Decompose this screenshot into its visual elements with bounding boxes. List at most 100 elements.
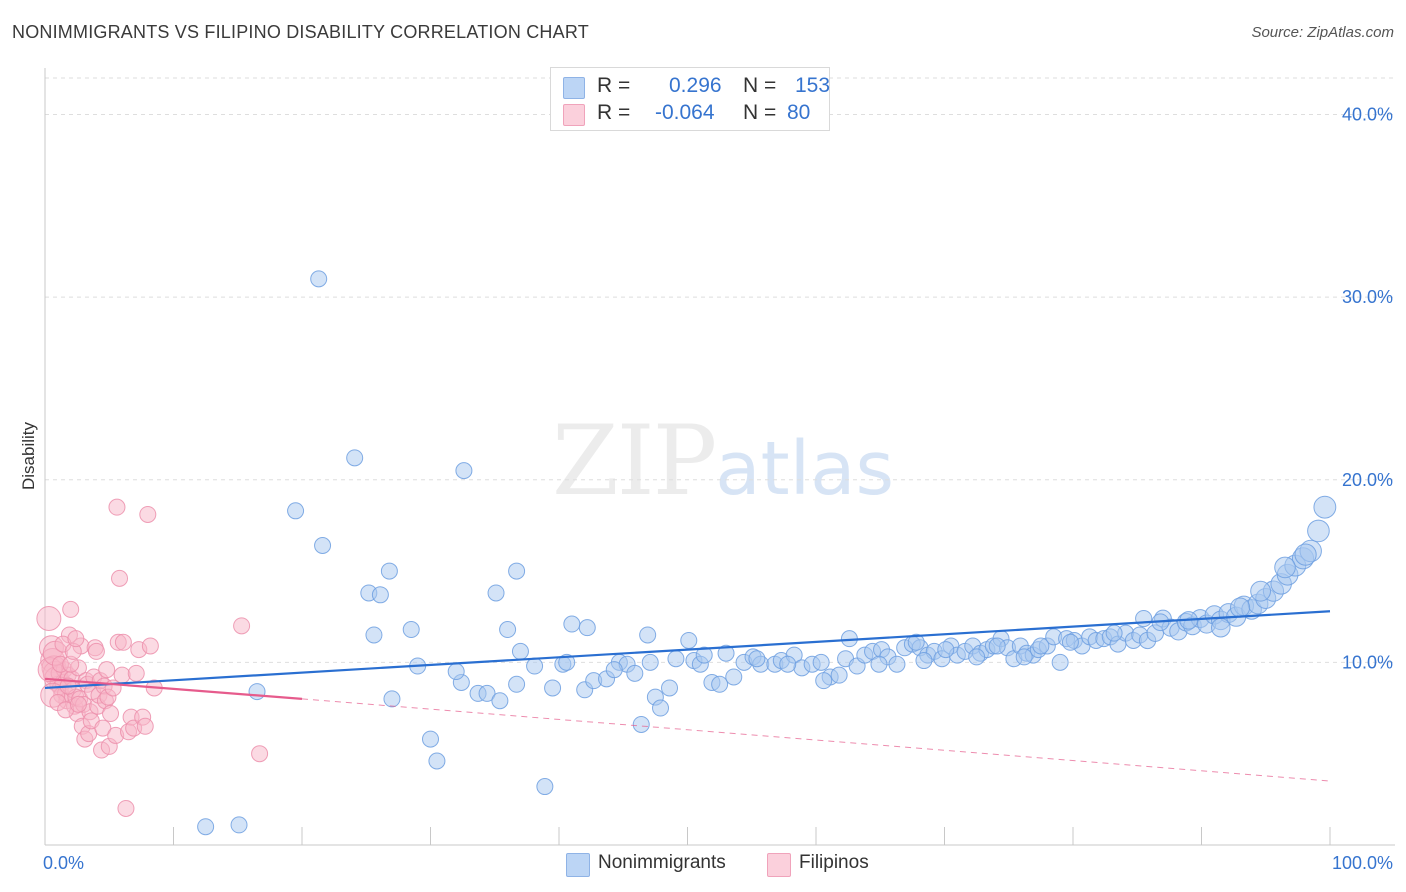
nonimmigrants-point	[526, 657, 544, 675]
nonimmigrants-point	[937, 641, 955, 659]
nonimmigrants-point	[626, 664, 644, 682]
filipinos-point	[141, 637, 159, 655]
nonimmigrants-point	[632, 715, 650, 733]
filipinos-point	[62, 600, 80, 618]
nonimmigrants-point	[536, 778, 554, 796]
nonimmigrants-point	[1061, 633, 1079, 651]
nonimmigrants-point	[499, 621, 517, 639]
nonimmigrants-point	[1229, 597, 1251, 618]
nonimmigrants-point	[447, 663, 465, 681]
y-tick-label: 30.0%	[1342, 287, 1393, 307]
legend-n-label: N =	[743, 74, 777, 97]
nonimmigrants-point	[1135, 609, 1153, 628]
legend-n-label: N =	[743, 101, 777, 124]
legend-n-value: 80	[787, 101, 811, 124]
nonimmigrants-point	[1105, 624, 1123, 642]
legend-swatch-blue	[566, 853, 590, 877]
filipinos-point	[111, 569, 129, 587]
nonimmigrants-point	[667, 650, 685, 668]
nonimmigrants-point	[314, 537, 332, 555]
nonimmigrants-point	[907, 633, 925, 651]
nonimmigrants-point	[812, 653, 830, 671]
watermark-zip: ZIP	[552, 405, 717, 517]
filipinos-point	[94, 719, 112, 737]
nonimmigrants-trend-line	[44, 610, 1331, 690]
filipinos-point	[36, 606, 62, 632]
legend-r-value: -0.064	[655, 101, 715, 124]
nonimmigrants-point	[511, 642, 529, 660]
filipinos-point	[136, 717, 154, 735]
nonimmigrants-point	[1313, 495, 1337, 519]
nonimmigrants-point	[1032, 637, 1050, 655]
nonimmigrants-point	[508, 562, 526, 580]
nonimmigrants-point	[680, 631, 698, 649]
legend-r-label: R =	[597, 101, 631, 124]
nonimmigrants-point	[1294, 543, 1317, 566]
nonimmigrants-point	[641, 653, 659, 671]
nonimmigrants-point	[508, 675, 526, 693]
nonimmigrants-point	[968, 648, 986, 666]
nonimmigrants-point	[830, 666, 848, 684]
filipinos-point	[127, 664, 145, 682]
chart-title: NONIMMIGRANTS VS FILIPINO DISABILITY COR…	[12, 22, 589, 42]
nonimmigrants-point	[287, 502, 305, 520]
legend-r-value: 0.296	[669, 74, 722, 97]
nonimmigrants-point	[248, 683, 266, 701]
nonimmigrants-point	[639, 626, 657, 644]
nonimmigrants-point	[605, 661, 623, 679]
nonimmigrants-point	[779, 655, 797, 673]
filipinos-point	[139, 505, 157, 523]
filipinos-point	[108, 498, 126, 516]
nonimmigrants-point	[402, 621, 420, 639]
nonimmigrants-point	[428, 752, 446, 770]
nonimmigrants-point	[558, 653, 576, 671]
nonimmigrants-point	[346, 449, 364, 467]
nonimmigrants-point	[711, 675, 729, 693]
nonimmigrants-point	[478, 684, 496, 702]
legend-label: Nonimmigrants	[598, 852, 726, 873]
nonimmigrants-point	[1051, 653, 1069, 671]
nonimmigrants-point	[870, 655, 888, 673]
nonimmigrants-point	[383, 690, 401, 708]
nonimmigrants-point	[1015, 648, 1033, 666]
legend-swatch-pink	[767, 853, 791, 877]
nonimmigrants-point	[197, 818, 215, 836]
nonimmigrants-point	[365, 626, 383, 644]
watermark: ZIPatlas	[552, 405, 894, 517]
y-tick-label: 40.0%	[1342, 105, 1393, 125]
x-tick-label: 100.0%	[1332, 853, 1393, 873]
filipinos-point	[67, 630, 85, 648]
filipinos-point	[113, 666, 131, 684]
nonimmigrants-point	[1274, 556, 1296, 579]
y-axis-title: Disability	[19, 421, 38, 490]
nonimmigrants-point	[748, 650, 766, 668]
filipinos-point	[233, 617, 251, 635]
y-tick-label: 20.0%	[1342, 470, 1393, 490]
nonimmigrants-point	[652, 699, 670, 717]
nonimmigrants-point	[988, 637, 1006, 655]
nonimmigrants-point	[422, 730, 439, 748]
nonimmigrants-point	[661, 679, 679, 697]
filipinos-point	[102, 705, 120, 723]
nonimmigrants-point	[1250, 580, 1272, 602]
source-label: Source: ZipAtlas.com	[1251, 24, 1394, 41]
x-tick-label: 0.0%	[43, 853, 84, 873]
nonimmigrants-point	[725, 668, 743, 686]
y-tick-label: 10.0%	[1342, 652, 1393, 672]
nonimmigrants-point	[578, 619, 596, 637]
correlation-legend: R = 0.296 N = 153 R = -0.064 N = 80	[550, 67, 830, 131]
nonimmigrants-point	[491, 692, 509, 710]
nonimmigrants-point	[230, 816, 248, 834]
nonimmigrants-point	[310, 270, 328, 288]
nonimmigrants-point	[544, 679, 562, 697]
nonimmigrants-point	[1307, 519, 1330, 543]
nonimmigrants-point	[915, 652, 933, 670]
nonimmigrants-point	[717, 644, 735, 662]
legend-label: Filipinos	[799, 852, 869, 873]
nonimmigrants-point	[380, 562, 398, 580]
nonimmigrants-point	[563, 615, 581, 633]
nonimmigrants-point	[1210, 617, 1231, 638]
filipinos-point	[251, 745, 269, 763]
filipinos-point	[87, 642, 105, 660]
